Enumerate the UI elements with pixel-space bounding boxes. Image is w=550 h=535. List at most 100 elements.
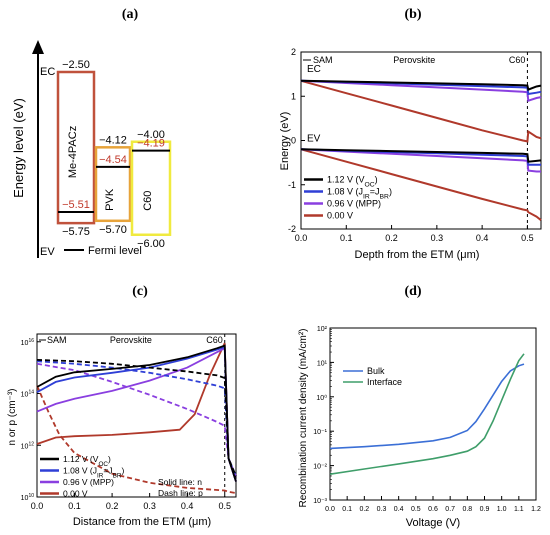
panel-b-y-axis-label: Energy (eV) <box>279 112 291 171</box>
panel-a-layers: −2.50 −5.75 −5.51 Me-4PACz −4.12 −5.70 −4.54 PV… <box>56 59 172 250</box>
panel-d-frame <box>329 327 537 501</box>
panel-c-n-line-0 <box>36 344 237 482</box>
layer-fermi-1: −4.54 <box>99 154 127 166</box>
layer-top-0: −2.50 <box>62 59 90 71</box>
panel-b-legend-label-1: 1.08 V (JIR=JBR) <box>327 187 392 201</box>
panel-b-ec-line-0 <box>300 79 542 91</box>
panel-b-legend-label-2: 0.96 V (MPP) <box>327 199 381 209</box>
panel-c-ytick-label-3: 1016 <box>21 338 35 347</box>
panel-d-legend-label-1: Interface <box>367 377 402 387</box>
panel-b-xtick-label-0: 0.0 <box>295 233 308 243</box>
panel-d-x-axis-label: Voltage (V) <box>406 517 460 529</box>
panel-d-line-interface <box>329 353 525 475</box>
panel-d-ytick-label-0: 10⁻³ <box>313 498 327 505</box>
layer-bottom-1: −5.70 <box>99 224 127 236</box>
panel-b-xtick-label-5: 0.5 <box>521 233 534 243</box>
panel-b-ytick-label-1: -1 <box>288 180 296 190</box>
panel-c-xtick-label-1: 0.1 <box>68 501 81 511</box>
panel-c-legend-label-3: 0.00 V <box>63 489 88 499</box>
panel-b-region-perovskite: Perovskite <box>393 55 435 65</box>
panel-b-plot: 0.0 0.1 0.2 0.3 0.4 0.5 -2 -1 0 1 2 SAM Perovskite C6… <box>288 47 542 243</box>
panel-c-y-axis-label: n or p (cm⁻³) <box>7 389 18 446</box>
panel-b-ytick-label-4: 2 <box>291 47 296 57</box>
panel-a-arrowhead <box>32 40 44 54</box>
panel-c-x-axis-label: Distance from the ETM (μm) <box>73 516 211 528</box>
panel-d-plot: 0.0 0.1 0.2 0.3 0.4 0.5 0.6 0.7 0.8 0.9 1.0 1.1 1.2 1… <box>313 326 541 513</box>
panel-a-label: (a) <box>122 7 139 22</box>
panel-d-xtick-label-5: 0.5 <box>411 506 421 513</box>
panel-c-xtick-label-4: 0.4 <box>181 501 194 511</box>
layer-fermi-0: −5.51 <box>62 199 90 211</box>
panel-c-plot: 0.0 0.1 0.2 0.3 0.4 0.5 1010 1012 1014 1016 SAM Per… <box>21 333 237 511</box>
panel-b-legend-label-0: 1.12 V (VOC) <box>327 175 378 189</box>
layer-bottom-0: −5.75 <box>62 226 90 238</box>
panel-d-line-bulk <box>329 363 525 450</box>
layer-box-2 <box>130 140 172 236</box>
panel-d-legend-label-0: Bulk <box>367 366 385 376</box>
panel-d-xtick-label-0: 0.0 <box>325 506 335 513</box>
panel-b: (b) 0.0 0.1 0.2 0.3 0.4 0.5 -2 -1 0 1 2 SAM Perovski… <box>279 7 542 261</box>
panel-c-xtick-label-0: 0.0 <box>31 501 44 511</box>
panel-d-xtick-label-9: 0.9 <box>480 506 490 513</box>
panel-b-ec-label: EC <box>307 64 321 75</box>
panel-d-ytick-label-3: 10⁰ <box>316 394 327 402</box>
panel-c-frame <box>36 333 237 498</box>
panel-c-legend-label-0: 1.12 V (VOC) <box>63 454 111 468</box>
panel-c-legend-label-2: 0.96 V (MPP) <box>63 477 114 487</box>
panel-d-label: (d) <box>404 284 421 299</box>
layer-top-1: −4.12 <box>99 134 127 146</box>
panel-c-ytick-label-1: 1012 <box>21 441 35 450</box>
layer-name-1: PVK <box>104 188 116 211</box>
panel-a-y-axis-label: Energy level (eV) <box>11 98 26 198</box>
panel-d-ytick-label-5: 10² <box>317 326 328 333</box>
panel-a: (a) Energy level (eV) EC EV Fermi level … <box>11 7 172 258</box>
panel-d-xtick-label-4: 0.4 <box>394 506 404 513</box>
panel-b-xtick-label-1: 0.1 <box>340 233 353 243</box>
panel-b-ev-line-0 <box>300 148 542 163</box>
layer-name-0: Me-4PACz <box>67 126 79 178</box>
panel-d-xtick-label-1: 0.1 <box>342 506 352 513</box>
panel-d-xtick-label-11: 1.1 <box>514 506 524 513</box>
layer-name-2: C60 <box>142 191 154 211</box>
panel-b-xtick-label-3: 0.3 <box>431 233 444 243</box>
layer-box-1 <box>94 146 132 223</box>
panel-b-legend-label-3: 0.00 V <box>327 211 353 221</box>
panel-c-ytick-label-0: 1010 <box>21 493 35 502</box>
panel-c-xtick-label-5: 0.5 <box>218 501 231 511</box>
panel-c-xtick-label-3: 0.3 <box>143 501 156 511</box>
panel-d-ytick-label-2: 10⁻¹ <box>313 429 327 436</box>
panel-d-y-axis-label: Recombination current density (mA/cm²) <box>298 329 309 508</box>
panel-b-ec-line-3 <box>300 79 542 143</box>
panel-a-ec-label: EC <box>40 66 55 78</box>
panel-d-xtick-label-10: 1.0 <box>497 506 507 513</box>
panel-d: (d) 0.0 0.1 0.2 0.3 0.4 0.5 0.6 0.7 0.8 0.9 1.0 1.1… <box>298 284 541 529</box>
panel-a-ev-label: EV <box>40 246 55 258</box>
panel-d-ytick-label-1: 10⁻² <box>313 464 327 471</box>
panel-c-region-sam: SAM <box>47 335 67 345</box>
panel-b-ev-label: EV <box>307 133 321 144</box>
panel-d-xtick-label-7: 0.7 <box>445 506 455 513</box>
panel-b-label: (b) <box>404 7 421 22</box>
layer-bottom-2: −6.00 <box>137 238 165 250</box>
panel-c-xtick-label-2: 0.2 <box>106 501 119 511</box>
panel-c-region-perovskite: Perovskite <box>110 335 152 345</box>
panel-b-xtick-label-2: 0.2 <box>385 233 398 243</box>
layer-top-2: −4.00 <box>137 129 165 141</box>
panel-b-ytick-label-3: 1 <box>291 91 296 101</box>
panel-d-xtick-label-3: 0.3 <box>377 506 387 513</box>
panel-c-region-c60: C60 <box>206 335 223 345</box>
panel-d-xtick-label-12: 1.2 <box>531 506 541 513</box>
panel-b-region-sam: SAM <box>313 55 333 65</box>
panel-b-ec-line-2 <box>300 79 542 103</box>
panel-b-xtick-label-4: 0.4 <box>476 233 489 243</box>
panel-c-note-solid: Solid line: n <box>158 477 202 487</box>
panel-c: (c) 0.0 0.1 0.2 0.3 0.4 0.5 1010 1012 1014 1016 SA… <box>7 284 237 528</box>
panel-b-region-c60: C60 <box>509 55 526 65</box>
panel-b-ev-line-2 <box>300 148 541 173</box>
panel-b-ev-line-3 <box>300 148 542 221</box>
panel-c-ytick-label-2: 1014 <box>21 390 35 399</box>
panel-c-legend-label-1: 1.08 V (JIR=JBR) <box>63 466 124 480</box>
panel-d-xtick-label-8: 0.8 <box>462 506 472 513</box>
panel-c-label: (c) <box>132 284 148 299</box>
